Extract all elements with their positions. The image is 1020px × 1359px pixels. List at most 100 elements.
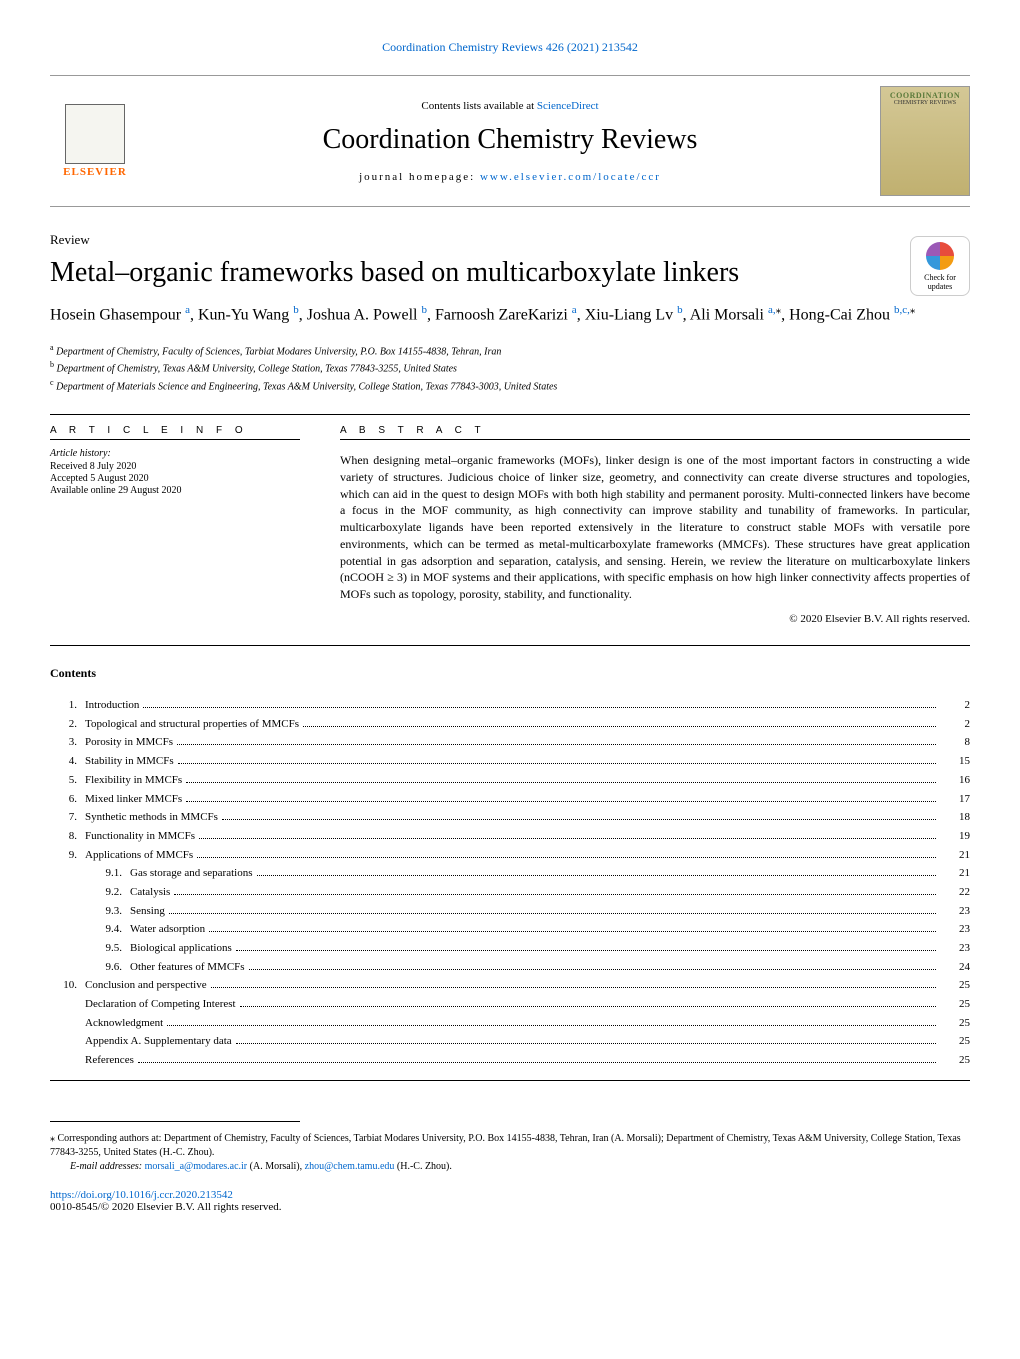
toc-subnum: 9.1. [50, 864, 130, 883]
author-1: Hosein Ghasempour [50, 306, 185, 323]
toc-dots [257, 875, 937, 876]
journal-name: Coordination Chemistry Reviews [140, 124, 880, 156]
email-1-name: (A. Morsali), [247, 1161, 305, 1172]
toc-page: 8 [940, 733, 970, 752]
journal-cover[interactable]: COORDINATION CHEMISTRY REVIEWS [880, 86, 970, 196]
toc-subrow[interactable]: 9.5.Biological applications23 [50, 939, 970, 958]
homepage-url[interactable]: www.elsevier.com/locate/ccr [480, 171, 661, 183]
author-3: , Joshua A. Powell [299, 306, 422, 323]
toc-title: Topological and structural properties of… [85, 715, 299, 734]
abstract-text: When designing metal–organic frameworks … [340, 452, 970, 603]
toc-num: 4. [50, 752, 85, 771]
toc-title: Flexibility in MMCFs [85, 771, 182, 790]
toc-row[interactable]: 7.Synthetic methods in MMCFs 18 [50, 808, 970, 827]
toc-dots [222, 819, 936, 820]
toc-dots [249, 969, 936, 970]
elsevier-logo[interactable]: ELSEVIER [50, 96, 140, 186]
elsevier-tree-icon [65, 104, 125, 164]
toc-row[interactable]: 2.Topological and structural properties … [50, 715, 970, 734]
toc-num: 10. [50, 976, 85, 995]
toc-num: 7. [50, 808, 85, 827]
toc-page: 23 [940, 902, 970, 921]
toc-extra-row[interactable]: Acknowledgment25 [50, 1014, 970, 1033]
toc-dots [197, 857, 936, 858]
toc-page: 16 [940, 771, 970, 790]
abstract-line [340, 439, 970, 440]
abstract-section: A B S T R A C T When designing metal–org… [340, 425, 970, 625]
toc-row[interactable]: 10.Conclusion and perspective25 [50, 976, 970, 995]
sciencedirect-link[interactable]: ScienceDirect [537, 100, 599, 112]
toc-dots [236, 1043, 936, 1044]
toc-subrow[interactable]: 9.2.Catalysis22 [50, 883, 970, 902]
toc-page: 15 [940, 752, 970, 771]
email-1[interactable]: morsali_a@modares.ac.ir [145, 1161, 248, 1172]
check-updates-button[interactable]: Check for updates [910, 236, 970, 296]
toc-subrow[interactable]: 9.6.Other features of MMCFs24 [50, 958, 970, 977]
affiliation-b: b Department of Chemistry, Texas A&M Uni… [50, 359, 970, 376]
article-info-heading: A R T I C L E I N F O [50, 425, 300, 436]
separator-mid [50, 645, 970, 646]
toc-num: 2. [50, 715, 85, 734]
toc-extra-row[interactable]: Declaration of Competing Interest25 [50, 995, 970, 1014]
toc-num: 5. [50, 771, 85, 790]
online-date: Available online 29 August 2020 [50, 485, 300, 496]
toc-num: 3. [50, 733, 85, 752]
toc-title: Biological applications [130, 939, 232, 958]
toc-title: Stability in MMCFs [85, 752, 174, 771]
abstract-heading: A B S T R A C T [340, 425, 970, 436]
journal-homepage: journal homepage: www.elsevier.com/locat… [140, 171, 880, 183]
toc-page: 25 [940, 1051, 970, 1070]
footer-separator [50, 1121, 300, 1122]
toc-row[interactable]: 4.Stability in MMCFs 15 [50, 752, 970, 771]
toc-title: Functionality in MMCFs [85, 827, 195, 846]
affiliations: a Department of Chemistry, Faculty of Sc… [50, 342, 970, 394]
toc-subrow[interactable]: 9.4.Water adsorption23 [50, 920, 970, 939]
toc-row[interactable]: 8.Functionality in MMCFs 19 [50, 827, 970, 846]
corresponding-text: ⁎ Corresponding authors at: Department o… [50, 1132, 970, 1160]
toc-page: 19 [940, 827, 970, 846]
article-title: Metal–organic frameworks based on multic… [50, 256, 970, 290]
email-2-name: (H.-C. Zhou). [394, 1161, 452, 1172]
toc-row[interactable]: 3.Porosity in MMCFs8 [50, 733, 970, 752]
cover-title: COORDINATION [885, 91, 965, 100]
email-2[interactable]: zhou@chem.tamu.edu [305, 1161, 395, 1172]
toc-page: 2 [940, 715, 970, 734]
toc-row[interactable]: 6.Mixed linker MMCFs17 [50, 790, 970, 809]
toc-row[interactable]: 9.Applications of MMCFs 21 [50, 846, 970, 865]
toc-subrow[interactable]: 9.1.Gas storage and separations21 [50, 864, 970, 883]
toc-num: 6. [50, 790, 85, 809]
elsevier-text: ELSEVIER [63, 166, 127, 178]
doi-link[interactable]: https://doi.org/10.1016/j.ccr.2020.21354… [50, 1189, 970, 1201]
toc-title: Sensing [130, 902, 165, 921]
toc-dots [209, 931, 936, 932]
abstract-copyright: © 2020 Elsevier B.V. All rights reserved… [340, 613, 970, 625]
check-updates-icon [926, 242, 954, 270]
toc-title: Synthetic methods in MMCFs [85, 808, 218, 827]
email-label: E-mail addresses: [70, 1161, 145, 1172]
accepted-date: Accepted 5 August 2020 [50, 473, 300, 484]
info-line [50, 439, 300, 440]
toc-extra-row[interactable]: Appendix A. Supplementary data25 [50, 1032, 970, 1051]
toc-title: Applications of MMCFs [85, 846, 193, 865]
toc-page: 23 [940, 939, 970, 958]
author-6-sup: a, [768, 304, 776, 316]
toc-num: 8. [50, 827, 85, 846]
toc-title: Water adsorption [130, 920, 205, 939]
contents-available: Contents lists available at ScienceDirec… [140, 100, 880, 112]
toc-subrow[interactable]: 9.3.Sensing23 [50, 902, 970, 921]
toc-row[interactable]: 5.Flexibility in MMCFs 16 [50, 771, 970, 790]
toc-title: Other features of MMCFs [130, 958, 245, 977]
toc-num: 9. [50, 846, 85, 865]
author-2: , Kun-Yu Wang [190, 306, 293, 323]
article-type: Review [50, 232, 970, 248]
journal-reference[interactable]: Coordination Chemistry Reviews 426 (2021… [50, 40, 970, 55]
toc-row[interactable]: 1.Introduction2 [50, 696, 970, 715]
toc-page: 21 [940, 846, 970, 865]
info-abstract-row: A R T I C L E I N F O Article history: R… [50, 425, 970, 625]
toc-dots [236, 950, 936, 951]
toc-extra-row[interactable]: References25 [50, 1051, 970, 1070]
toc-dots [143, 707, 936, 708]
toc-dots [178, 763, 936, 764]
toc-page: 18 [940, 808, 970, 827]
toc-title: Introduction [85, 696, 139, 715]
